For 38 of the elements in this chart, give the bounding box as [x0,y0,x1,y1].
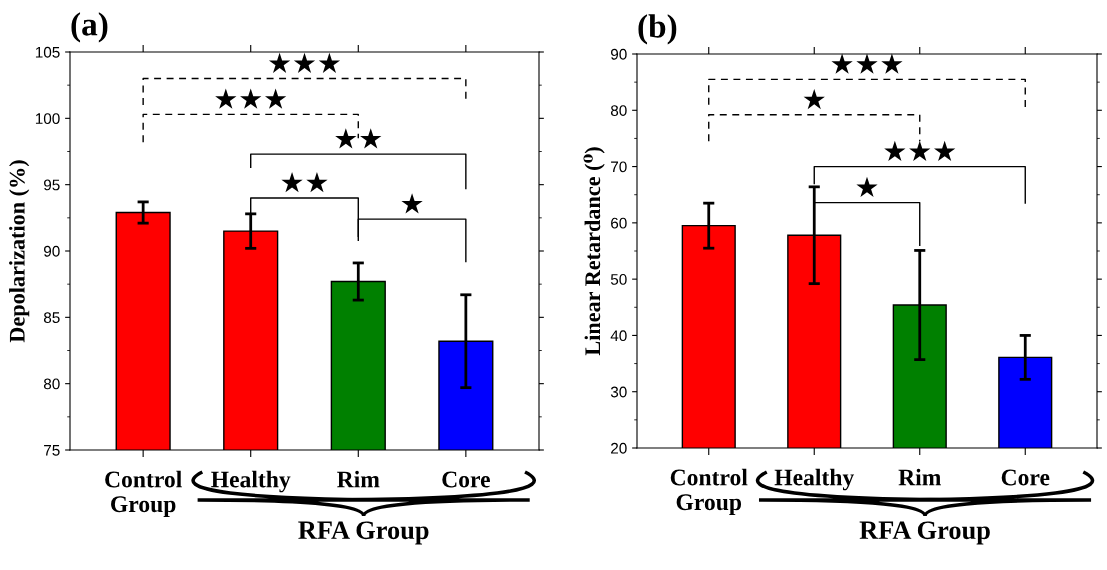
x-tick-label: Rim [337,470,380,488]
y-tick-label: 60 [611,217,627,229]
annotation: ★★★ [884,140,956,161]
annotation: ★★★ [831,53,903,74]
annotation: ★★ [281,172,328,193]
annotation: ★★ [335,128,382,149]
y-tick-label: 90 [44,245,60,257]
annotation: ★ [803,88,825,110]
y-tick-label: 30 [610,386,627,398]
x-tick-label: Control Group [105,470,182,517]
y-axis-title: Linear Retardance (⁰) [583,147,605,356]
y-tick-label: 20 [611,442,627,454]
x-tick-label: Healthy [774,468,855,491]
text: RFA Group [298,521,429,545]
x-tick-label: Rim [898,468,941,486]
x-tick-label: Healthy [211,470,291,493]
y-tick-label: 40 [610,330,627,342]
y-tick-label: 75 [44,445,60,456]
y-tick-label: 80 [43,378,60,390]
y-tick-label: 90 [611,48,627,60]
text: RFA Group [859,521,990,545]
annotation: ★ [401,193,423,214]
y-tick-label: 95 [44,179,60,191]
y-tick-label: 85 [43,312,60,324]
annotation: ★★★ [215,88,287,109]
chart-title: (b) [638,14,677,45]
y-tick-label: 80 [610,105,627,116]
y-axis-title: Depolarization (%) [9,160,30,343]
x-tick-label: Core [442,471,490,488]
annotation: ★ [856,176,878,197]
y-tick-label: 50 [610,274,627,285]
y-tick-label: 105 [35,46,60,58]
y-tick-label: 70 [611,161,627,173]
chart-title: (a) [71,12,108,43]
x-tick-label: Core [1001,469,1050,486]
x-tick-label: Control Group [670,468,748,515]
annotation: ★★★ [268,52,341,73]
y-tick-label: 100 [35,113,60,125]
